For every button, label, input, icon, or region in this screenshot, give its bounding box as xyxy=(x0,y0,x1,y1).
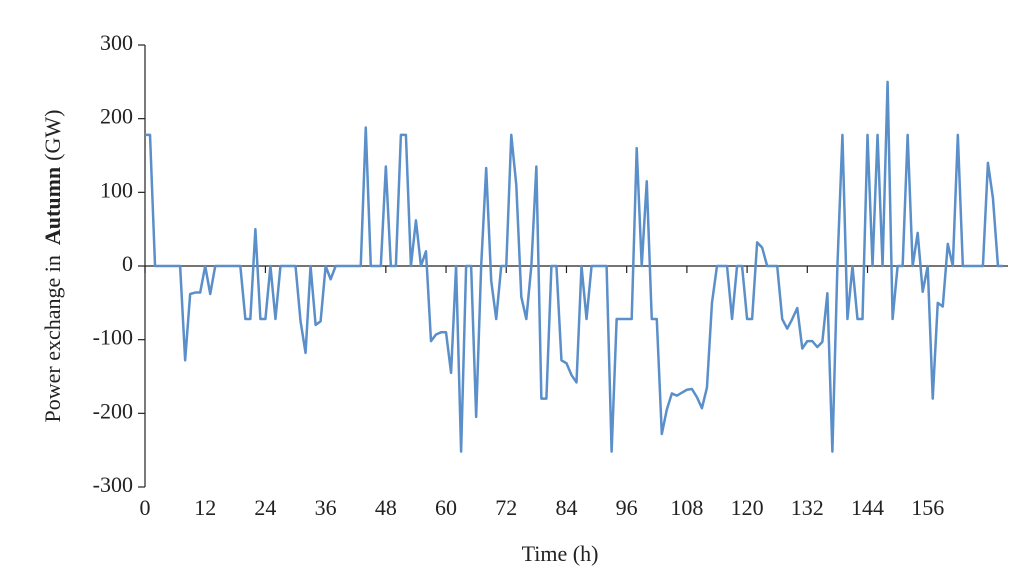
y-tick-label: 0 xyxy=(122,251,133,276)
y-tick-label: 200 xyxy=(100,104,133,129)
x-tick-label: 0 xyxy=(140,495,151,520)
x-tick-label: 132 xyxy=(791,495,824,520)
x-axis-label: Time (h) xyxy=(522,541,599,566)
data-line xyxy=(145,80,1003,453)
x-tick-label: 120 xyxy=(731,495,764,520)
x-tick-label: 60 xyxy=(435,495,457,520)
y-tick-label: -200 xyxy=(93,398,133,423)
y-tick-label: -300 xyxy=(93,472,133,497)
y-label-part: Autumn xyxy=(40,167,65,245)
x-tick-label: 108 xyxy=(670,495,703,520)
x-tick-label: 156 xyxy=(911,495,944,520)
y-label-part: Power exchange in xyxy=(40,255,65,422)
x-tick-label: 84 xyxy=(555,495,577,520)
x-tick-label: 12 xyxy=(194,495,216,520)
x-tick-label: 96 xyxy=(616,495,638,520)
y-tick-label: 100 xyxy=(100,177,133,202)
y-tick-label: -100 xyxy=(93,325,133,350)
y-axis-label: Power exchange in Autumn (GW) xyxy=(40,110,65,423)
x-tick-label: 72 xyxy=(495,495,517,520)
x-tick-label: 144 xyxy=(851,495,884,520)
x-tick-label: 48 xyxy=(375,495,397,520)
y-label-part: (GW) xyxy=(40,110,65,161)
x-tick-label: 36 xyxy=(315,495,337,520)
y-tick-label: 300 xyxy=(100,30,133,55)
x-tick-label: 24 xyxy=(254,495,276,520)
